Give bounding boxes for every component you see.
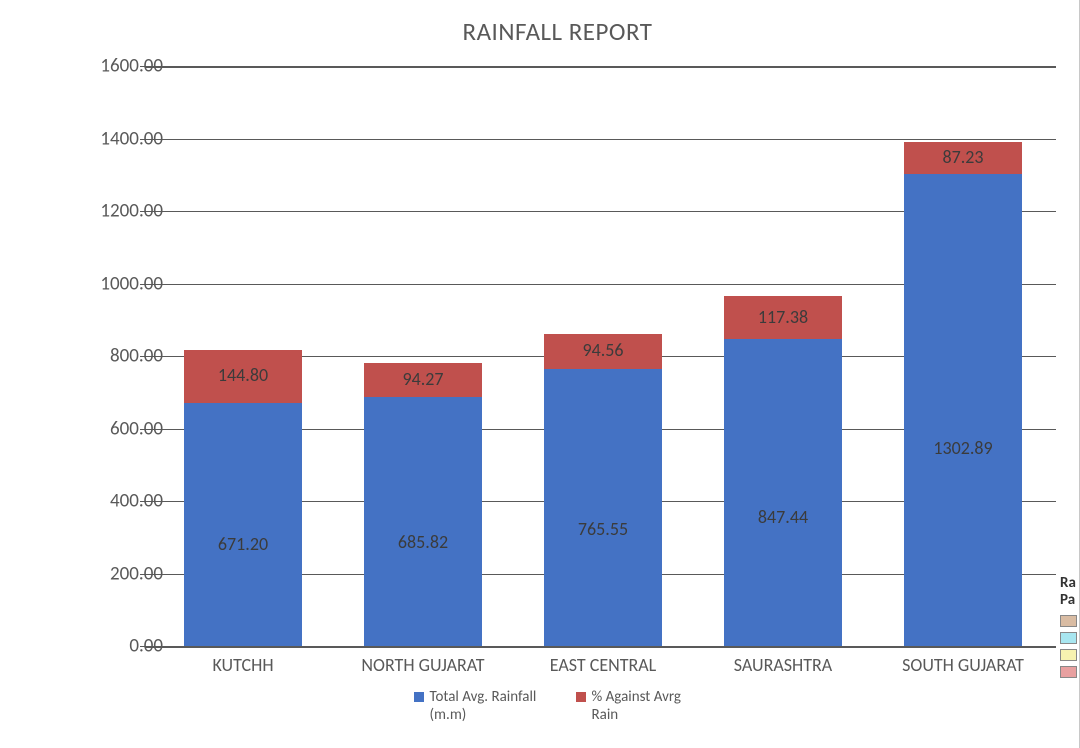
side-panel-cropped: Ra Pa (1060, 575, 1080, 678)
y-axis-label: 1200.00 (73, 200, 163, 223)
bar-value-pct-against: 144.80 (184, 364, 302, 386)
x-axis-line (146, 646, 1056, 648)
bar-value-total-avg: 765.55 (544, 518, 662, 540)
x-axis-label: SAURASHTRA (693, 654, 873, 676)
bar-value-total-avg: 685.82 (364, 531, 482, 553)
legend-label: Total Avg. Rainfall (m.m) (430, 688, 540, 724)
gridline (146, 139, 1056, 140)
bar-segment-total-avg (904, 174, 1022, 646)
bar-value-total-avg: 1302.89 (904, 437, 1022, 459)
bar-segment-total-avg (364, 397, 482, 646)
side-swatch (1060, 632, 1077, 644)
y-axis-label: 1600.00 (73, 55, 163, 78)
side-swatch (1060, 649, 1077, 661)
bar-value-total-avg: 847.44 (724, 506, 842, 528)
bar-value-pct-against: 117.38 (724, 306, 842, 328)
x-axis-label: KUTCHH (153, 654, 333, 676)
y-axis-label: 400.00 (73, 490, 163, 513)
bar-segment-total-avg (544, 369, 662, 647)
plot-area: 671.20 144.80 685.82 94.27 765.55 94.56 847.44… (146, 66, 1056, 646)
bar-kutchh: 671.20 144.80 (184, 350, 302, 646)
legend-item-pct-against: % Against Avrg Rain (576, 688, 702, 724)
rainfall-chart: RAINFALL REPORT 671.20 144.80 685.82 94.27 7… (36, 0, 1080, 748)
side-swatch (1060, 666, 1077, 678)
bar-value-pct-against: 94.56 (544, 339, 662, 361)
y-axis-label: 1400.00 (73, 127, 163, 150)
y-axis-label: 800.00 (73, 345, 163, 368)
bar-value-pct-against: 94.27 (364, 368, 482, 390)
bar-segment-total-avg (184, 403, 302, 646)
side-text-1: Ra (1060, 575, 1080, 592)
bar-saurashtra: 847.44 117.38 (724, 296, 842, 646)
chart-legend: Total Avg. Rainfall (m.m) % Against Avrg… (36, 688, 1079, 724)
bar-east-central: 765.55 94.56 (544, 334, 662, 646)
x-axis-label: NORTH GUJARAT (333, 654, 513, 676)
legend-swatch (576, 692, 586, 702)
legend-item-total-avg: Total Avg. Rainfall (m.m) (414, 688, 540, 724)
x-axis-label: EAST CENTRAL (513, 654, 693, 676)
y-axis-label: 200.00 (73, 562, 163, 585)
side-swatch (1060, 615, 1077, 627)
bar-south-gujarat: 1302.89 87.23 (904, 142, 1022, 646)
y-axis-label: 1000.00 (73, 272, 163, 295)
y-axis-label: 0.00 (73, 635, 163, 658)
gridline (146, 66, 1056, 68)
x-axis-label: SOUTH GUJARAT (873, 654, 1053, 676)
y-axis-label: 600.00 (73, 417, 163, 440)
legend-label: % Against Avrg Rain (592, 688, 702, 724)
bar-north-gujarat: 685.82 94.27 (364, 363, 482, 646)
bar-value-pct-against: 87.23 (904, 146, 1022, 168)
legend-swatch (414, 692, 424, 702)
bar-value-total-avg: 671.20 (184, 533, 302, 555)
chart-title: RAINFALL REPORT (36, 16, 1079, 47)
bar-segment-total-avg (724, 339, 842, 646)
side-text-2: Pa (1060, 592, 1080, 609)
